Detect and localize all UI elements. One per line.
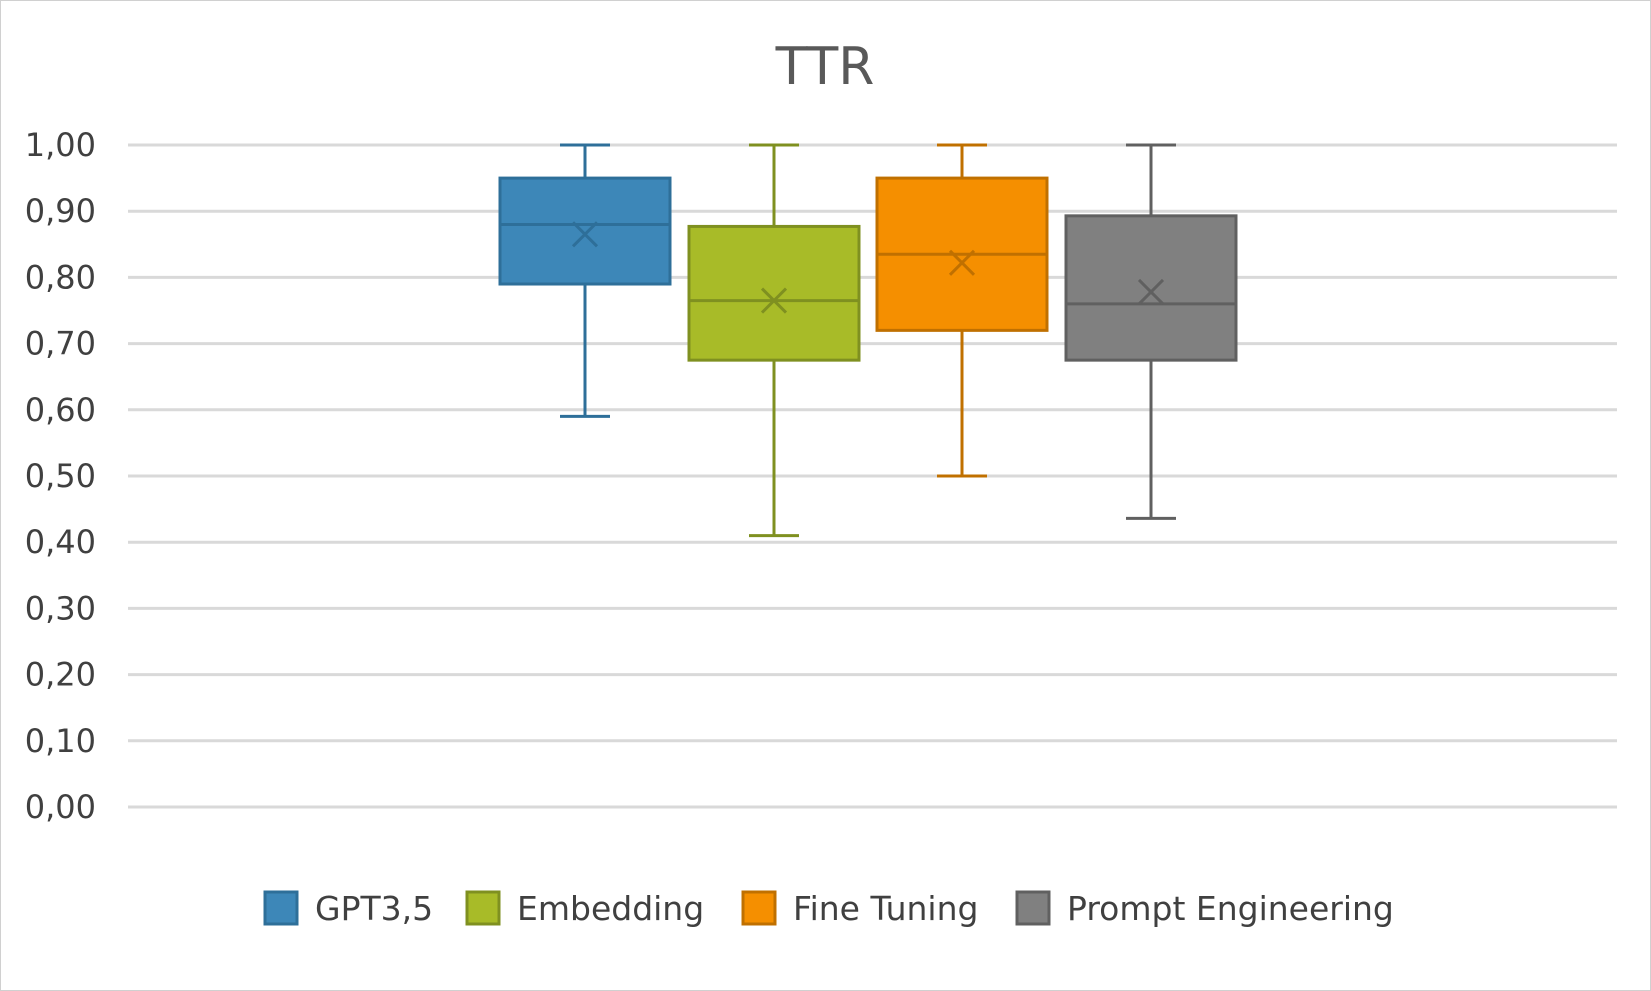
legend-item-1: Embedding — [465, 889, 704, 928]
iqr-box — [687, 224, 861, 362]
legend-swatch — [1015, 890, 1051, 926]
iqr-box — [1064, 214, 1238, 362]
legend-swatch — [741, 890, 777, 926]
legend-swatch — [263, 890, 299, 926]
y-tick-label: 0,50 — [25, 457, 96, 495]
box-0 — [498, 143, 672, 418]
legend-item-2: Fine Tuning — [741, 889, 978, 928]
legend-label: GPT3,5 — [315, 889, 433, 928]
legend-item-3: Prompt Engineering — [1015, 889, 1394, 928]
y-tick-label: 0,00 — [25, 788, 96, 826]
grid-layer — [128, 143, 1617, 809]
chart-title: TTR — [775, 37, 875, 97]
y-tick-label: 1,00 — [25, 126, 96, 164]
y-tick-label: 0,60 — [25, 391, 96, 429]
legend: GPT3,5 Embedding Fine Tuning Prompt Enginee… — [263, 889, 1394, 928]
box-1 — [687, 143, 861, 538]
y-tick-label: 0,70 — [25, 325, 96, 363]
iqr-box — [498, 176, 672, 286]
legend-item-0: GPT3,5 — [263, 889, 433, 928]
legend-label: Embedding — [517, 889, 704, 928]
mean-marker — [948, 249, 976, 276]
y-tick-label: 0,30 — [25, 589, 96, 627]
y-axis-ticks: 0,00 0,10 0,20 0,30 0,40 0,50 0,60 0,70 0,80 0,90… — [25, 126, 96, 826]
box-layer — [498, 143, 1238, 538]
legend-label: Fine Tuning — [793, 889, 978, 928]
mean-marker — [760, 287, 788, 314]
y-tick-label: 0,40 — [25, 523, 96, 561]
mean-marker — [1137, 278, 1165, 306]
y-tick-label: 0,10 — [25, 722, 96, 760]
y-tick-label: 0,90 — [25, 192, 96, 230]
box-3 — [1064, 143, 1238, 520]
legend-label: Prompt Engineering — [1067, 889, 1394, 928]
y-tick-label: 0,80 — [25, 258, 96, 296]
legend-swatch — [465, 890, 501, 926]
box-2 — [875, 143, 1049, 478]
mean-marker — [571, 221, 599, 248]
y-tick-label: 0,20 — [25, 656, 96, 694]
